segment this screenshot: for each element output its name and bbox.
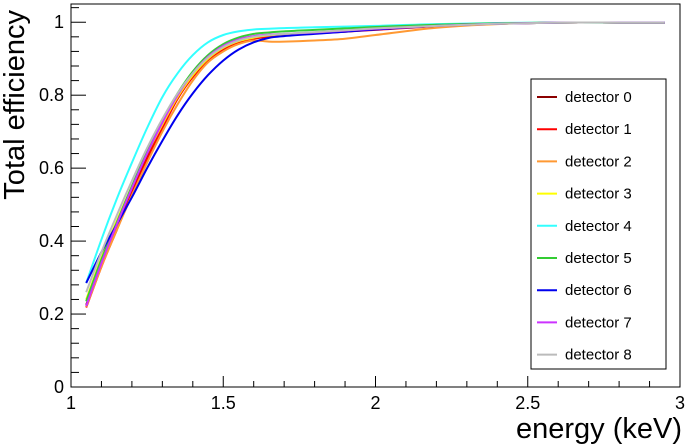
x-tick-label: 2	[370, 393, 380, 413]
legend-label: detector 6	[565, 282, 632, 299]
x-tick-label: 1	[66, 393, 76, 413]
y-axis-title: Total efficiency	[0, 10, 31, 200]
legend-label: detector 0	[565, 89, 632, 106]
y-tick-label: 0.2	[39, 304, 64, 324]
y-axis-ticks: 0 0.2 0.4 0.6 0.8 1	[39, 7, 86, 397]
y-tick-label: 0.6	[39, 158, 64, 178]
series-lines	[85, 21, 665, 308]
y-tick-label: 1	[54, 12, 64, 32]
y-tick-label: 0	[54, 377, 64, 397]
series-line-detector-8	[85, 21, 665, 293]
x-axis-title: energy (keV)	[516, 413, 682, 444]
legend-label: detector 7	[565, 314, 632, 331]
legend-label: detector 8	[565, 347, 632, 364]
legend-entries: detector 0 detector 1 detector 2 detector 3…	[537, 89, 632, 364]
legend-box	[530, 78, 667, 370]
legend: detector 0 detector 1 detector 2 detector 3…	[530, 78, 667, 370]
y-tick-label: 0.8	[39, 85, 64, 105]
x-tick-label: 3	[675, 393, 685, 413]
legend-label: detector 5	[565, 250, 632, 267]
legend-label: detector 3	[565, 186, 632, 203]
x-tick-label: 1.5	[211, 393, 236, 413]
y-tick-label: 0.4	[39, 231, 64, 251]
legend-label: detector 2	[565, 153, 632, 170]
x-axis-ticks: 1 1.5 2 2.5 3	[66, 376, 685, 413]
legend-label: detector 4	[565, 218, 632, 235]
x-tick-label: 2.5	[515, 393, 540, 413]
legend-label: detector 1	[565, 121, 632, 138]
